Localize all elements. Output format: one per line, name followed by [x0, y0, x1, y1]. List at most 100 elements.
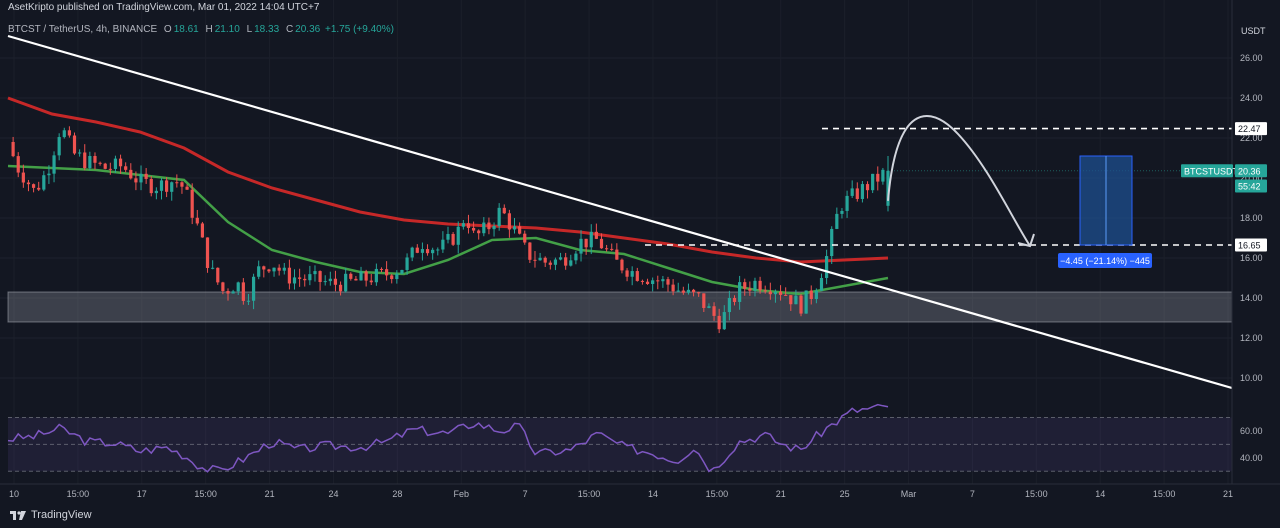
price-label-text: 20.36 [1238, 166, 1261, 176]
open-value: 18.61 [173, 24, 199, 35]
candle-body [819, 277, 824, 291]
candle-body [482, 222, 486, 234]
candle-body [159, 180, 164, 191]
time-tick-label: Mar [901, 489, 917, 499]
rsi-tick-label: 60.00 [1240, 426, 1263, 436]
time-tick-label: 14 [1095, 489, 1105, 499]
candle-body [768, 291, 772, 295]
candle-body [865, 184, 870, 191]
price-tick-label: 16.00 [1240, 253, 1263, 263]
candle-body [67, 130, 71, 136]
low-value: 18.33 [254, 24, 280, 35]
candle-body [165, 180, 169, 192]
candle-body [830, 228, 834, 257]
time-tick-label: 15:00 [578, 489, 601, 499]
candle-body [512, 226, 517, 230]
candle-body [778, 291, 783, 295]
close-value: 20.36 [295, 24, 321, 35]
price-label-bg [1235, 179, 1267, 193]
candle-body [584, 238, 588, 248]
candle-body [124, 166, 128, 170]
candle-body [502, 207, 506, 214]
candle-body [860, 184, 865, 199]
candle-body [523, 233, 527, 243]
symbol-name: BTCST / TetherUS, 4h, BINANCE [8, 24, 158, 35]
candle-body [620, 259, 624, 271]
high-label: H [205, 24, 213, 35]
candle-body [789, 295, 793, 305]
price-label: 16.65 [1235, 238, 1267, 252]
candle-body [31, 184, 36, 188]
candle-body [129, 169, 133, 179]
low-label: L [246, 24, 253, 35]
candle-body [661, 279, 665, 282]
price-label-text: 55:42 [1238, 182, 1261, 192]
measure-label: −4.45 (−21.14%) −445 [1060, 256, 1150, 266]
candle-body [564, 257, 568, 266]
candle-body [763, 290, 767, 292]
candle-body [11, 142, 15, 157]
candle-body [226, 291, 230, 294]
candle-body [405, 257, 409, 270]
candle-body [615, 249, 619, 260]
candle-body [635, 271, 639, 281]
candle-body [200, 223, 205, 238]
tradingview-brand[interactable]: TradingView [10, 509, 92, 521]
candle-body [221, 282, 225, 292]
candle-body [292, 277, 297, 284]
candle-body [794, 295, 798, 305]
candle-body [840, 210, 844, 214]
candle-body [328, 278, 332, 282]
candle-body [599, 238, 604, 249]
candle-body [656, 280, 660, 282]
brand-name: TradingView [31, 509, 92, 521]
candle-body [134, 178, 138, 183]
time-tick-label: 15:00 [706, 489, 729, 499]
candle-body [456, 226, 460, 245]
ema-fast-line [7, 164, 889, 296]
candle-body [313, 271, 317, 275]
candle-body [871, 173, 875, 191]
candle-body [369, 280, 373, 283]
candle-body [876, 173, 880, 182]
ema-slow-path [7, 96, 889, 264]
candle-body [712, 306, 716, 316]
candle-body [507, 213, 511, 230]
candle-body [548, 262, 552, 265]
candle-body [630, 271, 634, 277]
candle-body [139, 173, 143, 183]
candle-body [98, 162, 102, 164]
candle-body [686, 289, 691, 293]
time-tick-label: 7 [523, 489, 528, 499]
candle-body [425, 249, 430, 254]
candle-body [738, 282, 742, 302]
time-tick-label: 10 [9, 489, 19, 499]
candle-body [267, 269, 271, 272]
candle-body [180, 182, 184, 187]
candle-body [42, 175, 46, 190]
candle-body [528, 242, 532, 260]
time-tick-label: 15:00 [194, 489, 217, 499]
candle-body [154, 190, 158, 194]
price-label: BTCSTUSDT [1181, 164, 1239, 178]
candle-body [93, 155, 97, 163]
candle-body [605, 248, 609, 250]
candle-body [497, 207, 501, 226]
candle-body [318, 271, 322, 283]
candle-body [471, 227, 476, 231]
close-label: C [285, 24, 294, 35]
candle-body [298, 277, 302, 279]
candles [11, 126, 890, 334]
arrow-head [1017, 233, 1035, 248]
candle-body [625, 270, 629, 277]
candle-body [681, 290, 685, 293]
time-tick-label: 14 [648, 489, 658, 499]
candle-body [753, 280, 757, 291]
candle-body [671, 284, 675, 292]
candle-body [26, 182, 31, 185]
candle-body [569, 260, 573, 266]
candle-body [344, 273, 348, 292]
candle-body [702, 293, 706, 308]
price-label: 55:42 [1235, 179, 1267, 193]
